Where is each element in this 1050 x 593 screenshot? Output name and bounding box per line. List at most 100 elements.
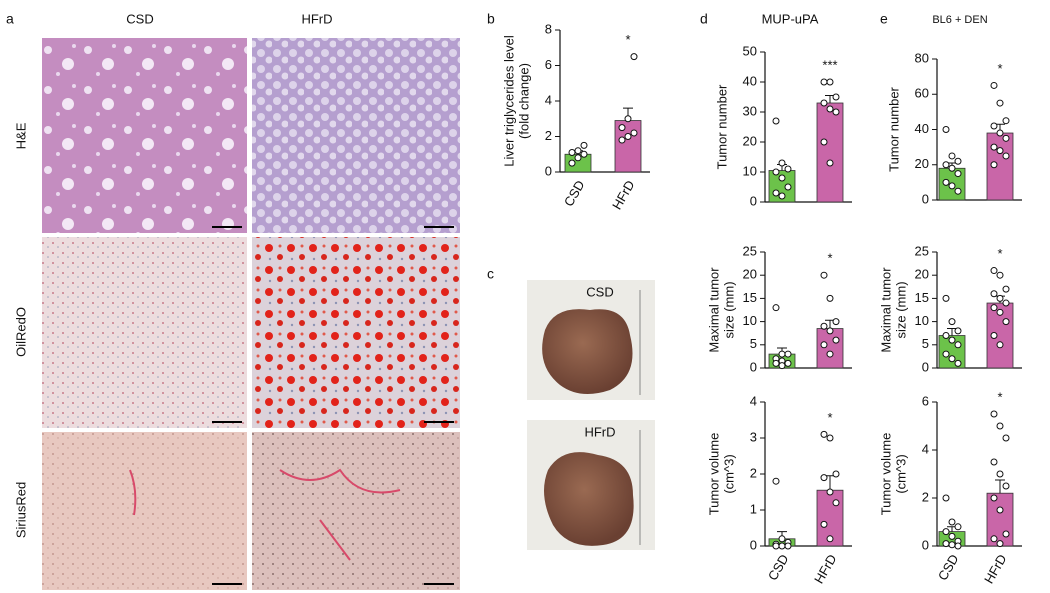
data-point [996,294,1004,302]
significance: * [997,61,1002,76]
data-point [948,541,956,549]
x-tick-label: CSD [561,178,588,209]
data-point [990,290,998,298]
data-point [820,520,828,528]
data-point [1002,299,1010,307]
data-point [990,535,998,543]
data-point [954,327,962,335]
data-point [832,108,840,116]
data-point [778,159,786,167]
data-point [820,322,828,330]
y-axis-label: Tumor volume [878,433,893,516]
y-tick-label: 25 [915,243,929,258]
y-tick-label: 0 [750,193,757,208]
data-point [942,528,950,536]
significance: * [625,32,630,47]
data-point [784,350,792,358]
data-point [942,540,950,548]
data-point [618,124,626,132]
data-point [784,542,792,550]
error-bar [947,328,957,336]
y-tick-label: 10 [743,313,757,328]
significance: * [997,389,1002,404]
significance: * [827,251,832,266]
y-tick-label: 4 [750,393,757,408]
significance: * [827,410,832,425]
y-tick-label: 0 [922,537,929,552]
scale-bars [212,226,454,585]
data-point [820,138,828,146]
data-point [954,341,962,349]
y-tick-label: 8 [545,21,552,36]
data-point [772,189,780,197]
data-point [772,304,780,312]
data-point [772,168,780,176]
histology-image [252,432,460,590]
histology-image [42,237,247,428]
y-tick-label: 30 [743,103,757,118]
panel-label: e [880,11,888,27]
data-point [778,362,786,370]
liver [542,309,633,394]
data-point [954,157,962,165]
data-point [996,540,1004,548]
row-header: OilRedO [13,307,28,357]
data-point [990,304,998,312]
data-point [772,477,780,485]
panel-label: d [700,11,708,27]
data-point [996,308,1004,316]
data-point [826,327,834,335]
y-tick-label: 1 [750,501,757,516]
y-tick-label: 2 [545,128,552,143]
data-point [832,499,840,507]
data-point [772,359,780,367]
bar [986,132,1014,201]
data-point [948,532,956,540]
data-point [990,267,998,275]
data-point [990,122,998,130]
data-point [990,458,998,466]
y-tick-label: 20 [743,133,757,148]
data-point [1002,530,1010,538]
row-header: H&E [13,122,28,149]
y-tick-label: 0 [545,163,552,178]
data-point [630,129,638,137]
data-point [826,105,834,113]
data-point [832,93,840,101]
data-point [832,336,840,344]
data-point [942,350,950,358]
y-tick-label: 25 [743,243,757,258]
data-point [826,434,834,442]
data-point [580,150,588,158]
data-point [826,350,834,358]
y-tick-label: 50 [743,43,757,58]
data-point [990,81,998,89]
y-tick-label: 2 [750,465,757,480]
panel-label: a [6,11,14,27]
y-axis-label: Liver triglycerides level [501,35,516,167]
error-bar [995,479,1005,494]
data-point [784,359,792,367]
x-tick-label: CSD [765,552,792,583]
data-point [778,542,786,550]
data-point [772,542,780,550]
panel-title: BL6 + DEN [932,14,987,26]
data-point [574,147,582,155]
y-axis-label: Maximal tumor [878,267,893,353]
bar [816,328,844,369]
data-point [948,518,956,526]
y-tick-label: 40 [743,73,757,88]
data-point [948,164,956,172]
data-point [580,141,588,149]
data-point [832,318,840,326]
data-point [996,99,1004,107]
data-point [826,535,834,543]
y-tick-label: 20 [743,267,757,282]
histology-image [252,237,460,428]
data-point [990,143,998,151]
data-point [942,126,950,133]
data-point [996,341,1004,349]
y-tick-label: 0 [922,359,929,374]
